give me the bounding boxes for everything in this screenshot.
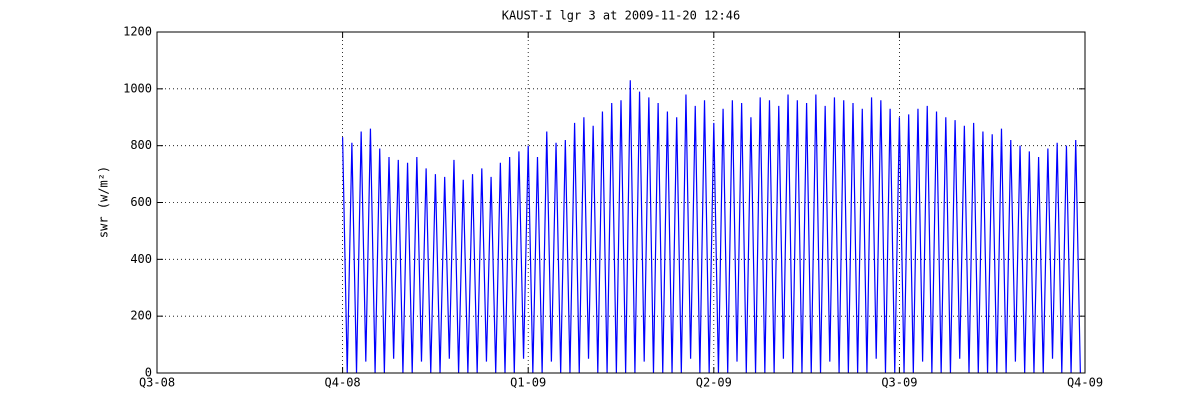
y-axis-label: swr (w/m²) bbox=[97, 166, 111, 238]
x-tick-label: Q4-09 bbox=[1067, 376, 1103, 390]
data-line bbox=[342, 80, 1081, 374]
chart-title: KAUST-I lgr 3 at 2009-11-20 12:46 bbox=[502, 9, 740, 23]
y-tick-label: 200 bbox=[130, 309, 152, 323]
x-tick-label: Q3-08 bbox=[139, 376, 175, 390]
plot-frame bbox=[156, 31, 1086, 374]
x-tick-label: Q2-09 bbox=[696, 376, 732, 390]
y-tick-label: 800 bbox=[130, 138, 152, 152]
y-tick-label: 400 bbox=[130, 252, 152, 266]
y-tick-label: 1000 bbox=[123, 81, 152, 95]
x-tick-label: Q1-09 bbox=[510, 376, 546, 390]
y-tick-label: 600 bbox=[130, 195, 152, 209]
y-tick-label: 0 bbox=[145, 366, 152, 380]
y-tick-label: 1200 bbox=[123, 25, 152, 39]
x-tick-label: Q4-08 bbox=[325, 376, 361, 390]
x-tick-label: Q3-09 bbox=[881, 376, 917, 390]
